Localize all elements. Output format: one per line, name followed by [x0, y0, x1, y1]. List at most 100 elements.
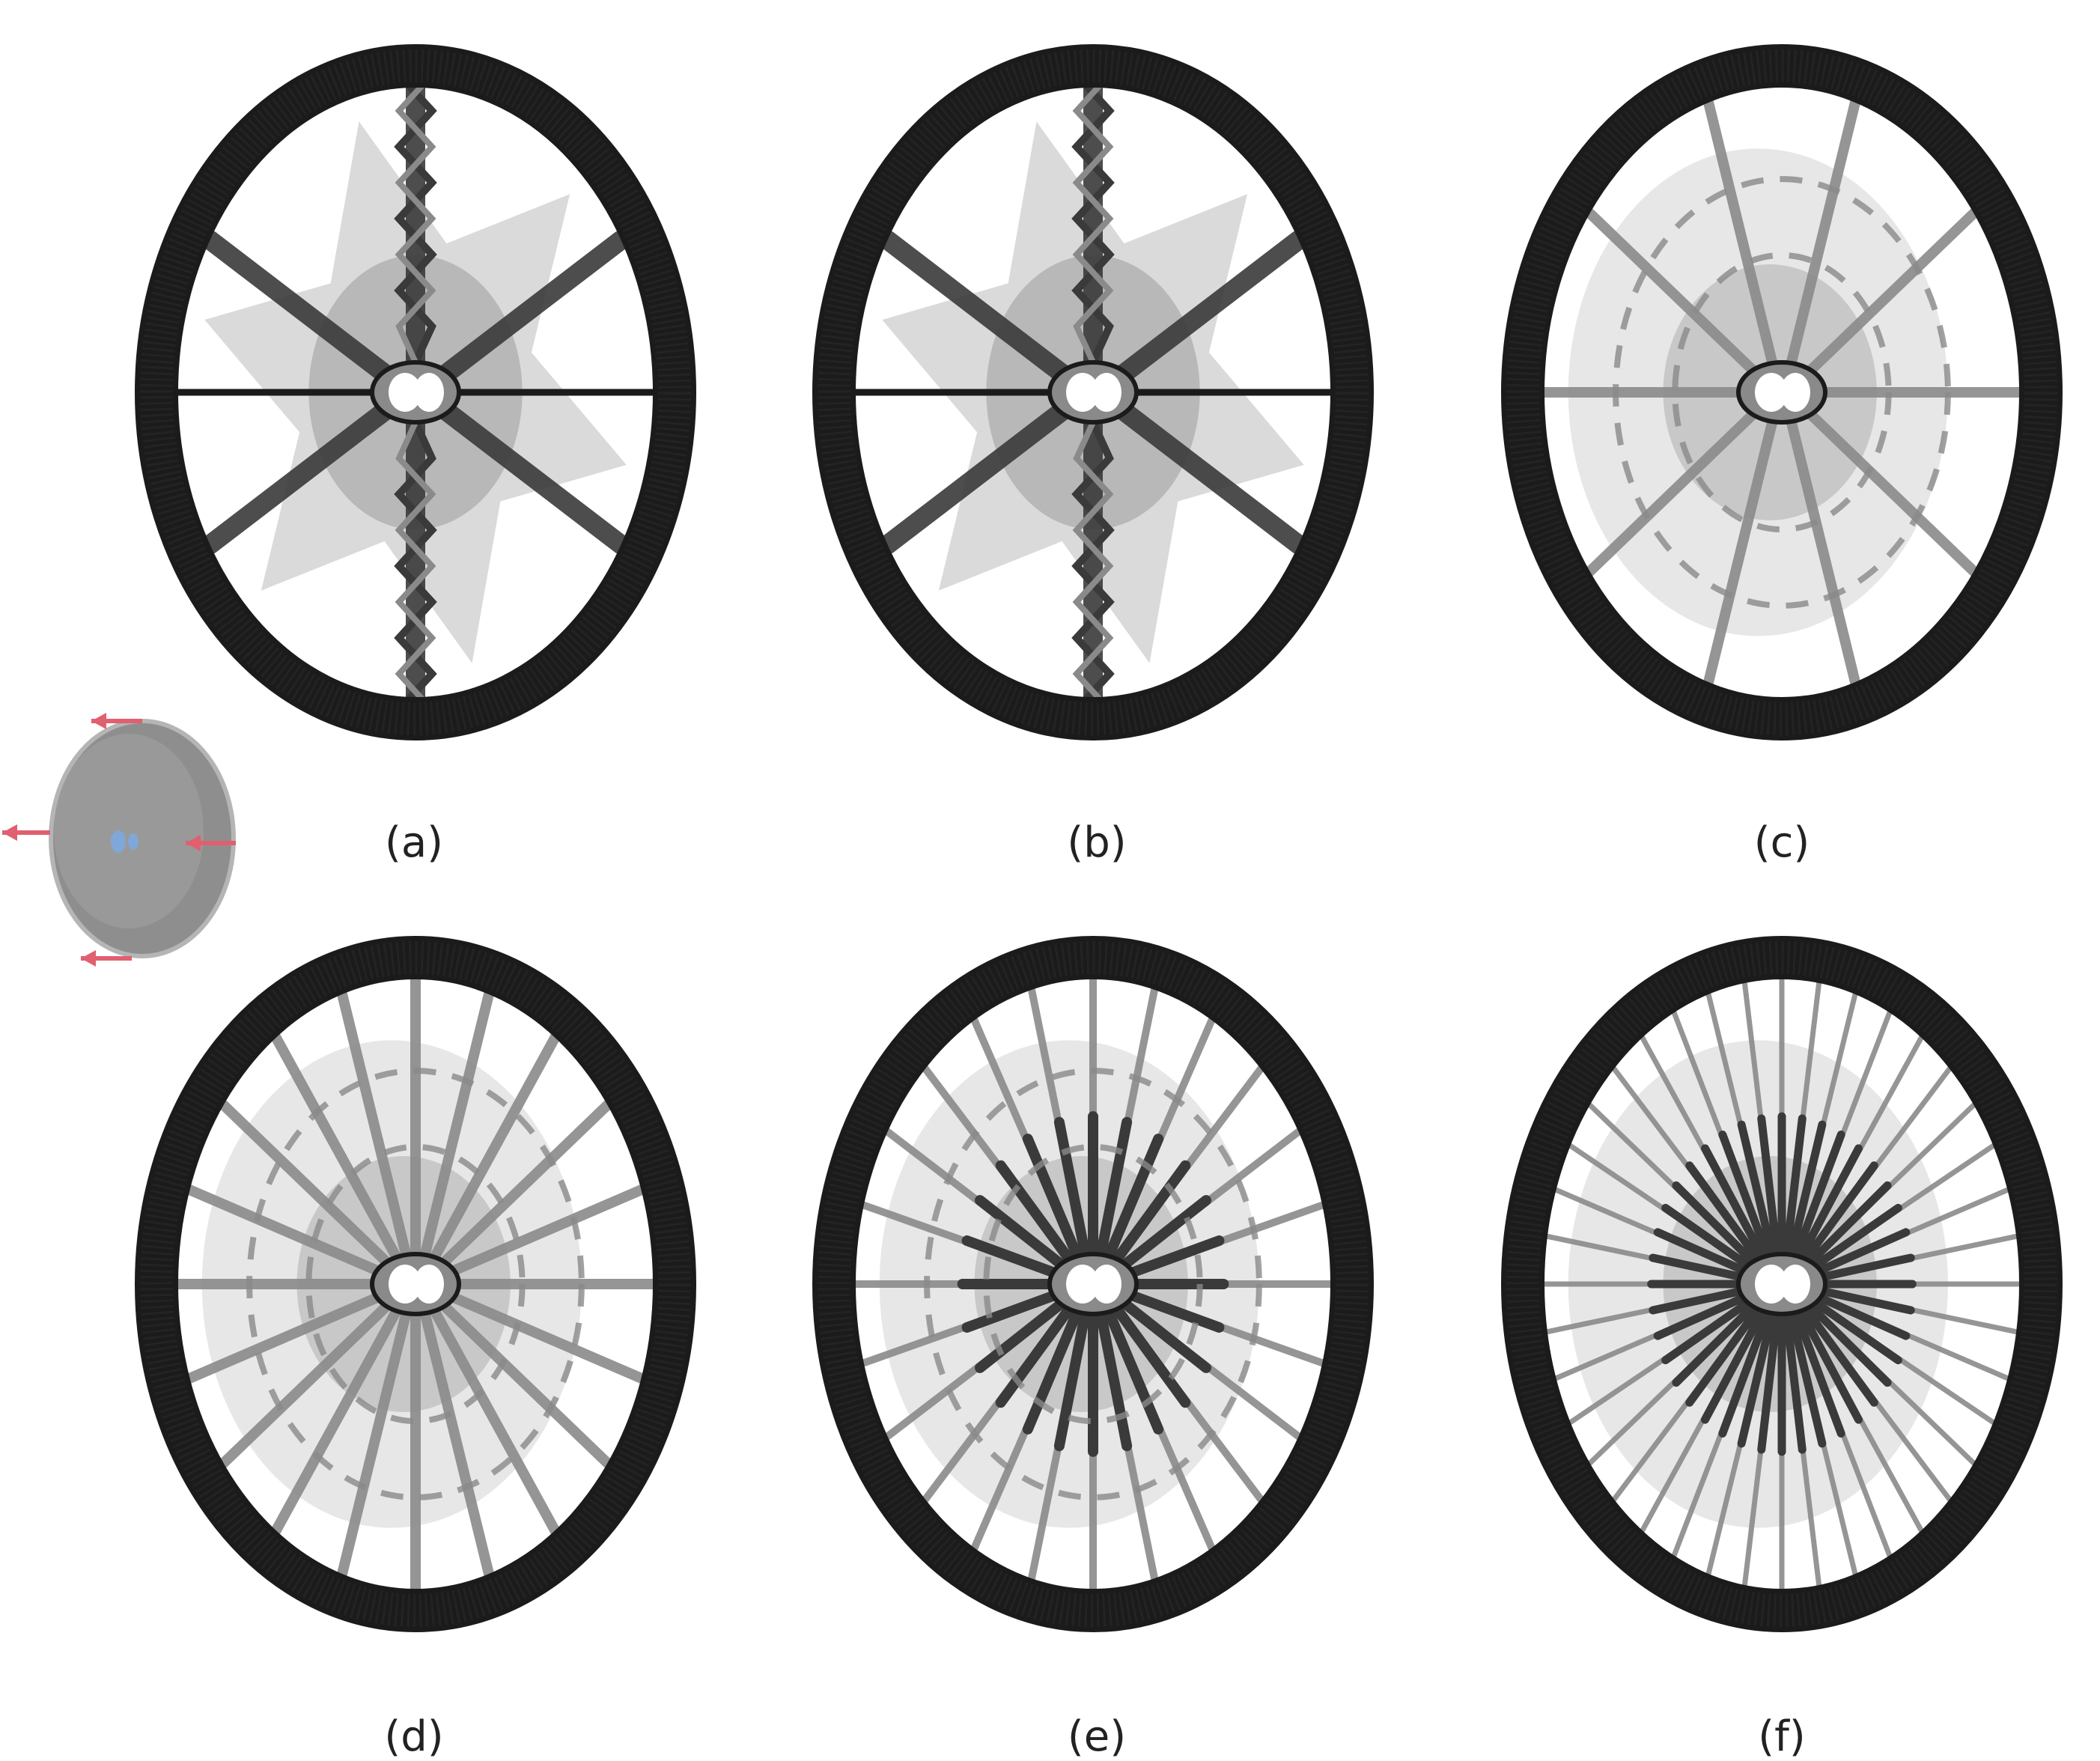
load-arrow-top-head — [91, 713, 106, 729]
spoke-inner — [1109, 1300, 1191, 1408]
hub-hole — [414, 1265, 444, 1304]
hub-hole — [1780, 1265, 1810, 1304]
wheel-panel-a — [135, 44, 696, 740]
twisted-strut — [1071, 72, 1115, 365]
hub-hole — [1066, 1265, 1099, 1304]
spoke — [184, 1184, 392, 1280]
spokes-c — [1539, 97, 2024, 688]
spokes-d — [173, 974, 658, 1594]
spoke-inner — [1103, 1134, 1164, 1264]
spoke — [200, 398, 400, 555]
hub-hole — [1755, 373, 1788, 412]
spokes-a — [178, 72, 653, 713]
spoke — [431, 230, 631, 387]
web-ring-1 — [924, 1068, 1262, 1500]
hub-hole — [1092, 373, 1121, 412]
caption-f: (f) — [1758, 1712, 1806, 1761]
twisted-strut — [394, 72, 437, 365]
spoke — [1703, 97, 1778, 369]
spokes-b — [856, 72, 1330, 713]
spoke — [877, 230, 1077, 387]
spoke — [419, 1307, 494, 1580]
rim-texture — [818, 941, 1369, 1627]
spoke — [1801, 207, 1979, 380]
rim-texture — [140, 49, 691, 735]
load-arrow-left-head — [2, 824, 17, 841]
spoke — [218, 1296, 397, 1469]
spoke — [184, 1288, 392, 1384]
spoke-inner — [1649, 1284, 1756, 1315]
spoke-inner — [1095, 1307, 1133, 1452]
spoke-inner — [995, 1300, 1077, 1408]
caption-e: (e) — [1067, 1712, 1127, 1761]
spoke — [1703, 416, 1778, 688]
spoke-inner — [1649, 1253, 1756, 1284]
spoke — [427, 1032, 561, 1265]
spoke — [200, 230, 400, 387]
caption-d: (d) — [384, 1712, 444, 1761]
spoke-inner — [1791, 1131, 1845, 1262]
spoke-inner — [995, 1160, 1077, 1268]
spokes-f — [1541, 976, 2022, 1592]
wheel-panel-b — [812, 44, 1374, 740]
spoke-inner — [1109, 1160, 1191, 1268]
spoke-inner — [1653, 1228, 1758, 1280]
spoke-inner — [1022, 1304, 1083, 1435]
caption-c: (c) — [1753, 818, 1810, 867]
hub-hole — [389, 1265, 421, 1304]
spoke-inner — [1701, 1304, 1768, 1424]
spoke — [337, 988, 412, 1261]
spoke — [270, 1032, 404, 1265]
spoke-inner — [1718, 1131, 1773, 1262]
spoke-inner — [1807, 1253, 1915, 1284]
spokes-e — [852, 976, 1334, 1593]
spoke-inner — [1801, 1181, 1892, 1271]
spoke-inner — [1672, 1181, 1762, 1271]
spoke-inner — [1795, 1304, 1863, 1424]
spoke-inner — [1786, 1308, 1827, 1448]
load-arrow-right-head — [186, 835, 201, 851]
spoke-inner — [1806, 1228, 1911, 1280]
web-ring-0 — [305, 1143, 526, 1425]
spoke-inner — [1786, 1120, 1827, 1260]
spoke-inner — [1757, 1310, 1782, 1454]
twisted-strut — [1072, 421, 1114, 712]
spoke — [1786, 97, 1860, 369]
spoke-inner — [1757, 1114, 1782, 1259]
spoke-inner — [1672, 1298, 1762, 1387]
hub-hole — [389, 373, 421, 412]
spoke — [431, 398, 631, 555]
hub-hole — [414, 373, 444, 412]
spoke-inner — [961, 1286, 1070, 1333]
rim-texture — [818, 49, 1369, 735]
spoke — [1801, 404, 1979, 577]
twisted-strut — [1071, 420, 1115, 713]
web-ring-0 — [983, 1143, 1203, 1425]
spoke-inner — [1661, 1293, 1759, 1365]
spoke — [877, 398, 1077, 555]
spoke-inner — [1804, 1203, 1902, 1275]
spoke-inner — [1718, 1307, 1773, 1438]
hub-hole — [1755, 1265, 1788, 1304]
load-arrow-bottom-head — [81, 950, 96, 967]
spoke-inner — [1685, 1161, 1765, 1268]
inset-shading — [54, 734, 204, 928]
spoke — [439, 1288, 647, 1384]
spoke-inner — [1782, 1114, 1807, 1259]
spoke — [434, 1099, 613, 1272]
spoke — [427, 1303, 561, 1536]
spoke-inner — [1113, 1294, 1211, 1373]
wheel-panel-c — [1501, 44, 2063, 740]
web-ring-1 — [1613, 176, 1951, 609]
spoke — [270, 1303, 404, 1536]
hub-hole — [1066, 373, 1099, 412]
spoke-inner — [1795, 1144, 1863, 1265]
spoke-inner — [1701, 1144, 1768, 1265]
spoke-inner — [1113, 1195, 1211, 1274]
spoke — [434, 1296, 613, 1469]
hub-hole — [1780, 373, 1810, 412]
twisted-strut — [395, 73, 436, 364]
wheel-panel-d — [135, 936, 696, 1632]
spoke — [439, 1184, 647, 1280]
